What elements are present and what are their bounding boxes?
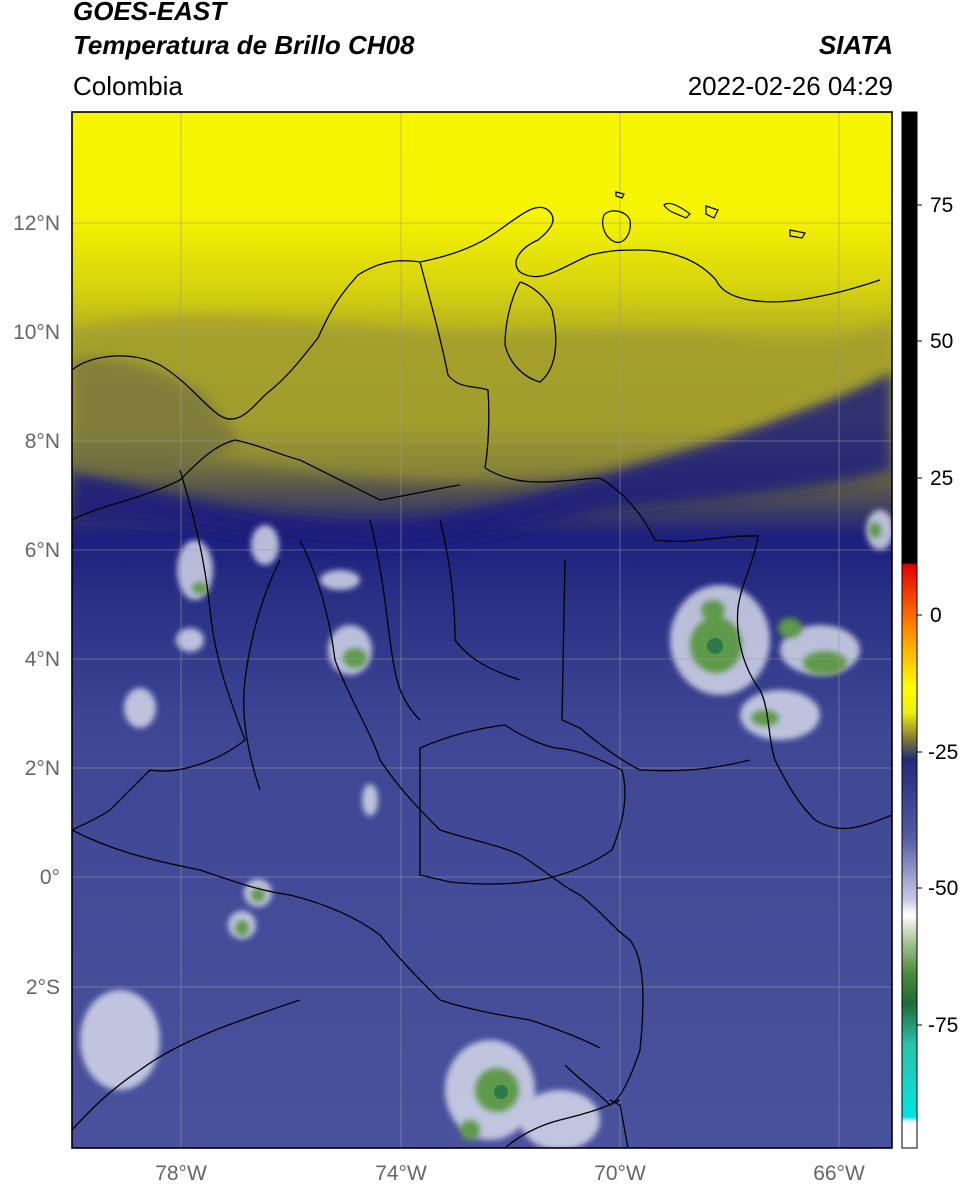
- lon-tick-label: 66°W: [813, 1162, 865, 1185]
- region-label: Colombia: [73, 71, 183, 101]
- lon-tick-label: 70°W: [594, 1162, 646, 1185]
- lat-tick-label: 6°N: [25, 539, 60, 562]
- datetime-label: 2022-02-26 04:29: [687, 71, 893, 101]
- satellite-title: GOES-EAST: [73, 0, 227, 26]
- lon-tick-label: 74°W: [375, 1162, 427, 1185]
- colorbar: 75 50 25 0 -25 -50 -75: [901, 111, 958, 1149]
- colorbar-tick-label: 50: [930, 330, 953, 353]
- lat-tick-label: 2°S: [26, 976, 60, 999]
- colorbar-tick-label: 0: [930, 604, 942, 627]
- lat-tick-label: 8°N: [25, 430, 60, 453]
- lat-tick-label: 12°N: [13, 212, 60, 235]
- lat-tick-label: 10°N: [13, 321, 60, 344]
- latitude-ticks: 12°N 10°N 8°N 6°N 4°N 2°N 0° 2°S: [13, 212, 60, 999]
- lon-tick-label: 78°W: [155, 1162, 207, 1185]
- longitude-ticks: 78°W 74°W 70°W 66°W: [155, 1162, 865, 1185]
- colorbar-tick-label: -25: [928, 741, 958, 764]
- colorbar-gradient: [901, 111, 918, 1149]
- map-frame: [71, 111, 893, 1149]
- lat-tick-label: 4°N: [25, 648, 60, 671]
- colorbar-tick-label: 75: [930, 194, 953, 217]
- lat-tick-label: 0°: [40, 866, 60, 889]
- country-borders: [72, 206, 892, 1148]
- colorbar-tick-label: -75: [928, 1014, 958, 1037]
- brightness-temperature-field: [72, 112, 892, 1148]
- colorbar-tick-label: 25: [930, 467, 953, 490]
- lat-tick-label: 2°N: [25, 757, 60, 780]
- colorbar-tick-label: -50: [928, 877, 958, 900]
- product-title: Temperatura de Brillo CH08: [73, 30, 415, 60]
- source-label: SIATA: [818, 30, 893, 60]
